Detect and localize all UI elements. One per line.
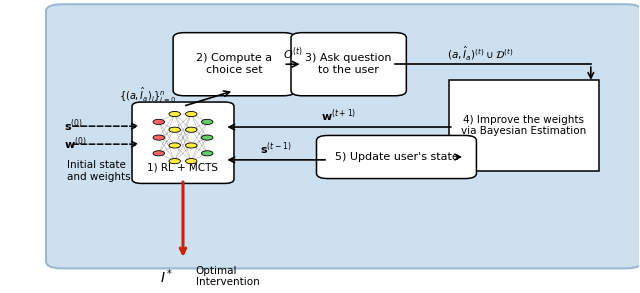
Circle shape xyxy=(169,159,180,164)
Circle shape xyxy=(186,143,197,148)
Circle shape xyxy=(169,127,180,132)
FancyBboxPatch shape xyxy=(291,33,406,96)
Circle shape xyxy=(153,135,164,140)
Text: $I^*$: $I^*$ xyxy=(160,267,173,286)
FancyBboxPatch shape xyxy=(173,33,295,96)
Circle shape xyxy=(202,135,213,140)
FancyBboxPatch shape xyxy=(46,4,640,268)
Text: 5) Update user's state: 5) Update user's state xyxy=(335,152,458,162)
FancyBboxPatch shape xyxy=(132,102,234,183)
Circle shape xyxy=(186,111,197,117)
Circle shape xyxy=(169,111,180,117)
Text: $\{(a,\hat{I}_a)_i\}_{i=0}^n$: $\{(a,\hat{I}_a)_i\}_{i=0}^n$ xyxy=(120,86,177,105)
Text: $\mathbf{w}^{(0)}$: $\mathbf{w}^{(0)}$ xyxy=(64,136,86,152)
Text: $\mathbf{s}^{(0)}$: $\mathbf{s}^{(0)}$ xyxy=(64,118,83,134)
Text: Initial state
and weights: Initial state and weights xyxy=(67,161,131,182)
Text: $(a,\hat{I}_a)^{(t)} \cup \mathcal{D}^{(t)}$: $(a,\hat{I}_a)^{(t)} \cup \mathcal{D}^{(… xyxy=(447,44,513,62)
Text: 2) Compute a
choice set: 2) Compute a choice set xyxy=(196,53,272,75)
Text: 3) Ask question
to the user: 3) Ask question to the user xyxy=(305,53,392,75)
Circle shape xyxy=(169,143,180,148)
Text: $\mathbf{s}^{(t-1)}$: $\mathbf{s}^{(t-1)}$ xyxy=(260,141,292,157)
Text: 4) Improve the weights
via Bayesian Estimation: 4) Improve the weights via Bayesian Esti… xyxy=(461,115,586,137)
Text: $O^{(t)}$: $O^{(t)}$ xyxy=(283,45,303,62)
Circle shape xyxy=(202,151,213,156)
Circle shape xyxy=(153,151,164,156)
Circle shape xyxy=(186,159,197,164)
Text: 1) RL + MCTS: 1) RL + MCTS xyxy=(147,163,218,173)
Circle shape xyxy=(202,119,213,125)
FancyBboxPatch shape xyxy=(317,135,476,178)
Text: Optimal
Intervention: Optimal Intervention xyxy=(196,265,259,287)
Text: $\mathbf{w}^{(t+1)}$: $\mathbf{w}^{(t+1)}$ xyxy=(321,108,356,125)
Circle shape xyxy=(153,119,164,125)
FancyBboxPatch shape xyxy=(449,81,599,171)
Circle shape xyxy=(186,127,197,132)
